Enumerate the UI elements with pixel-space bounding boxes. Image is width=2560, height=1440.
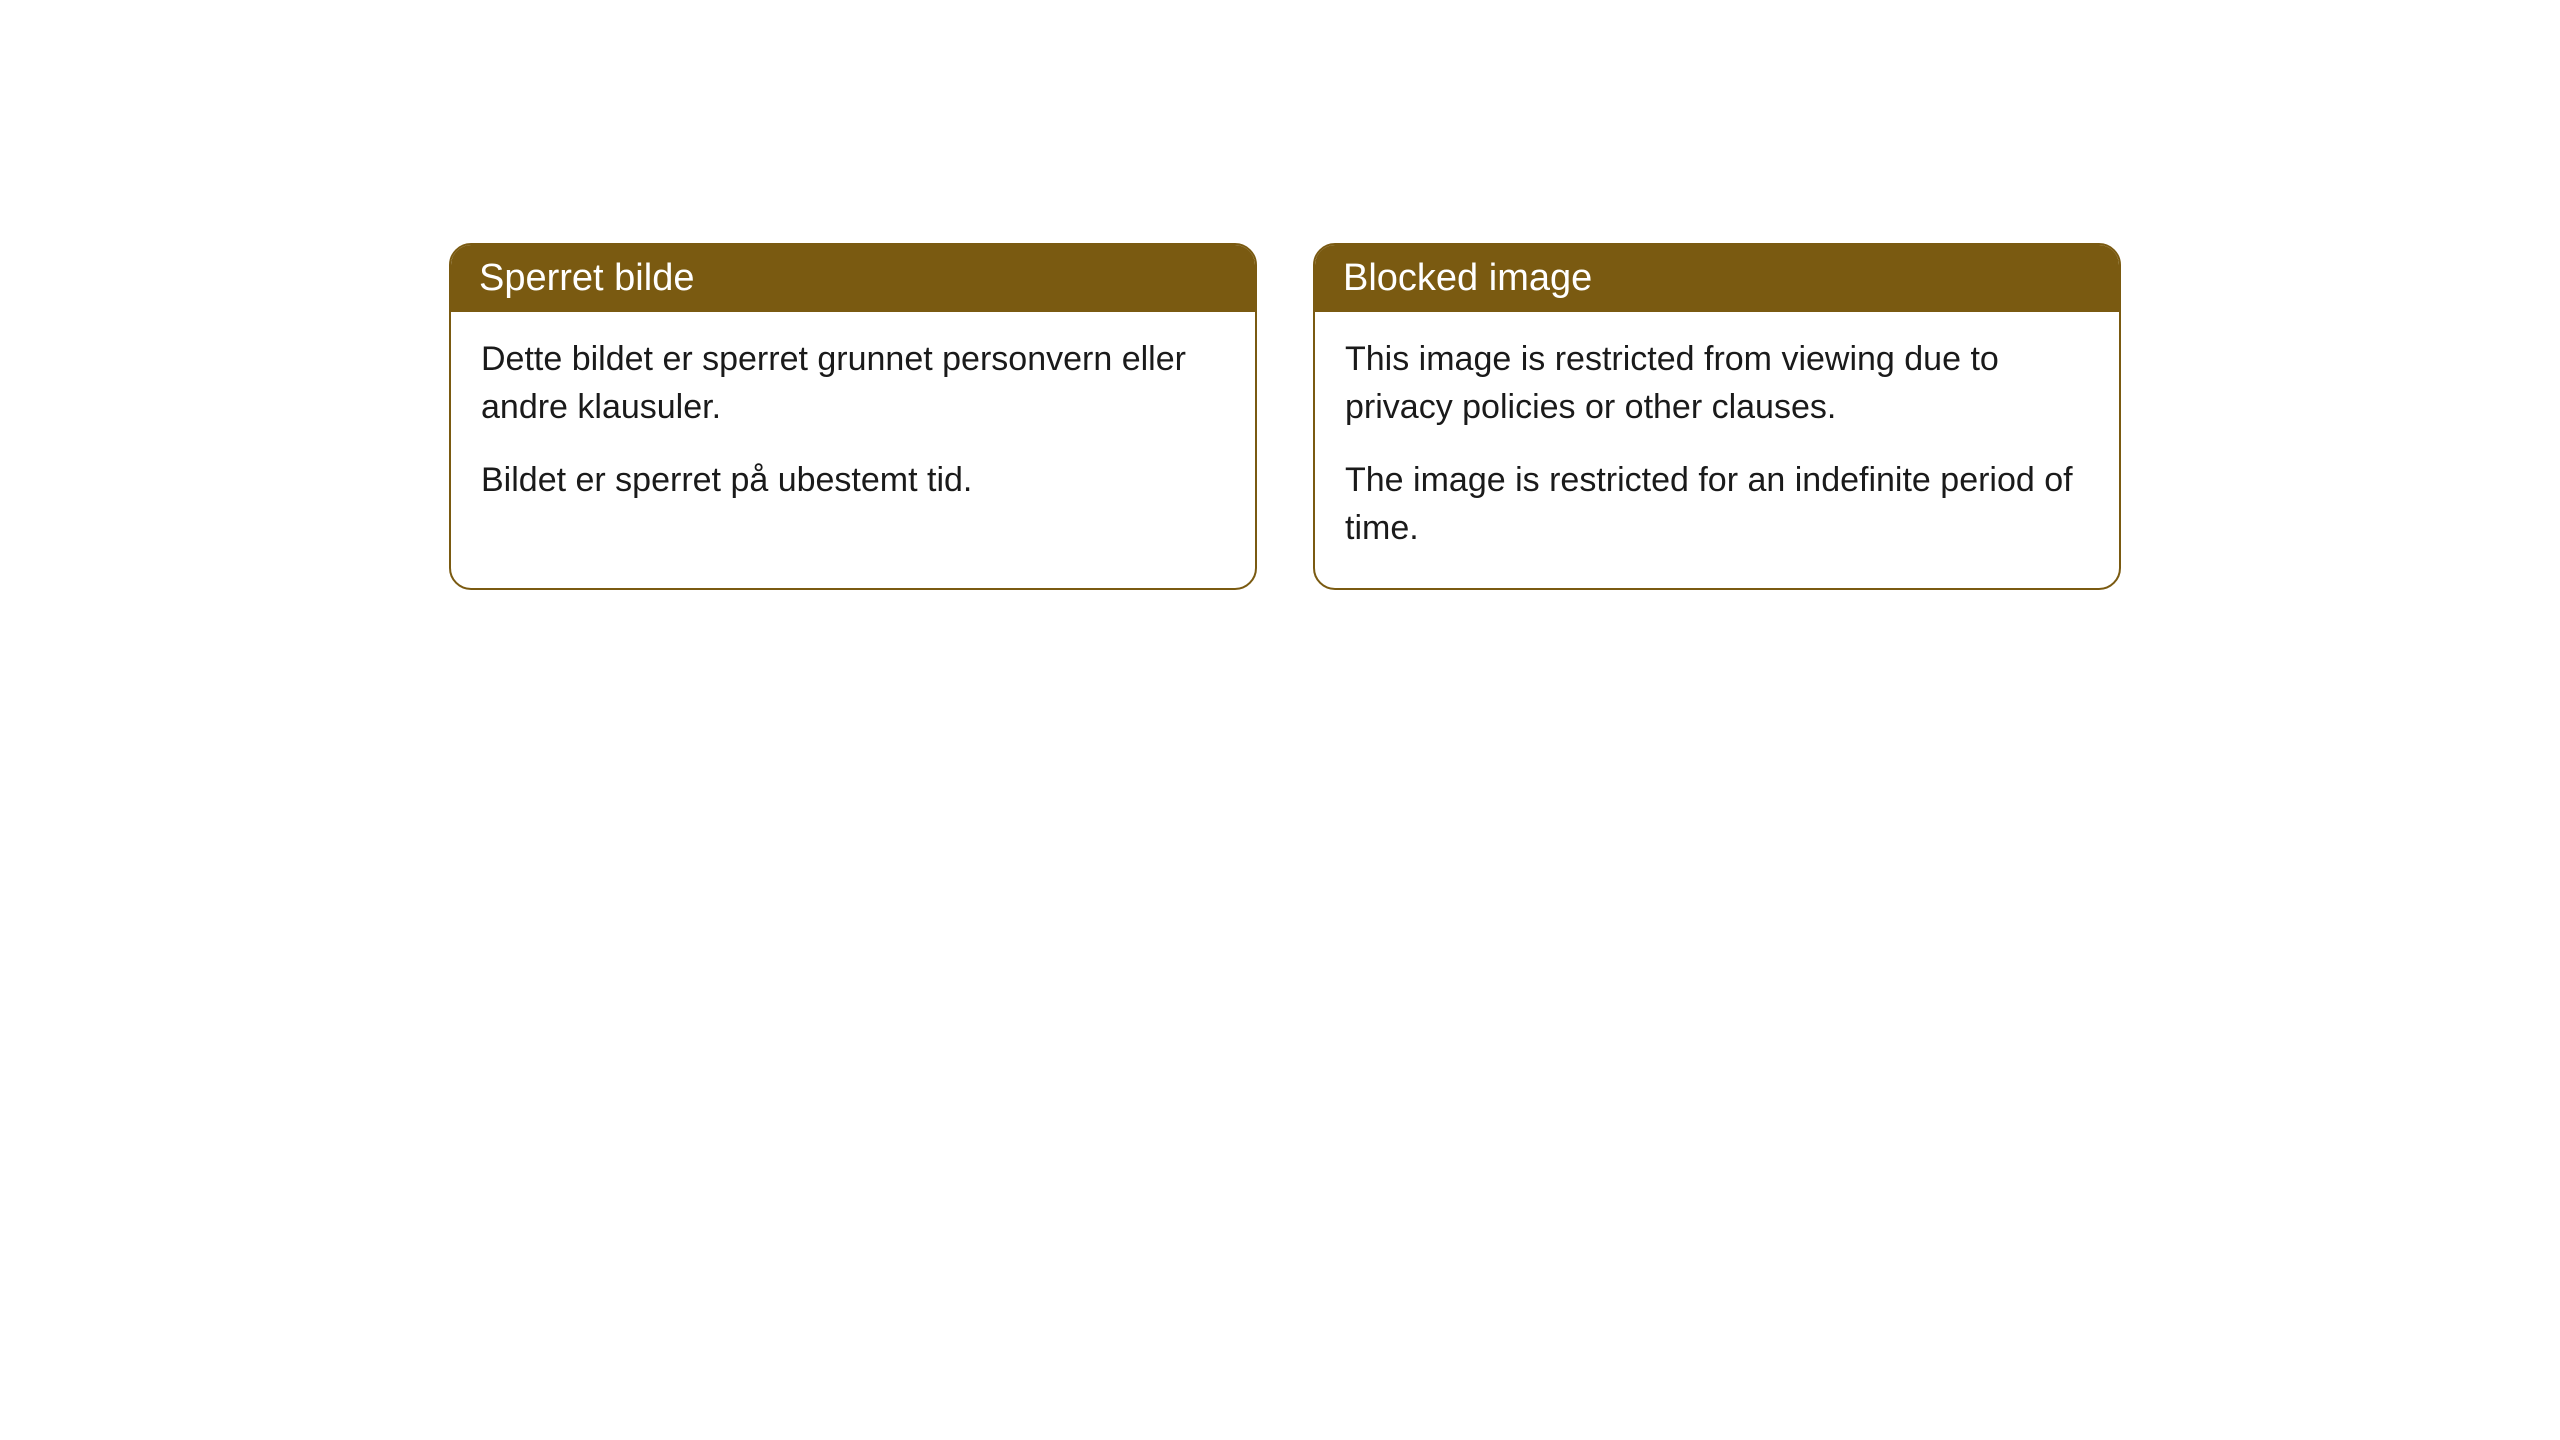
card-paragraph: Dette bildet er sperret grunnet personve… <box>481 336 1225 431</box>
card-paragraph: Bildet er sperret på ubestemt tid. <box>481 457 1225 505</box>
card-paragraph: The image is restricted for an indefinit… <box>1345 457 2089 552</box>
card-header-norwegian: Sperret bilde <box>451 245 1255 312</box>
card-header-english: Blocked image <box>1315 245 2119 312</box>
card-paragraph: This image is restricted from viewing du… <box>1345 336 2089 431</box>
card-title: Blocked image <box>1343 257 1592 299</box>
blocked-image-card-norwegian: Sperret bilde Dette bildet er sperret gr… <box>449 243 1257 590</box>
card-body-norwegian: Dette bildet er sperret grunnet personve… <box>451 312 1255 541</box>
blocked-image-card-english: Blocked image This image is restricted f… <box>1313 243 2121 590</box>
notice-cards-container: Sperret bilde Dette bildet er sperret gr… <box>449 243 2121 590</box>
card-body-english: This image is restricted from viewing du… <box>1315 312 2119 588</box>
card-title: Sperret bilde <box>479 257 694 299</box>
